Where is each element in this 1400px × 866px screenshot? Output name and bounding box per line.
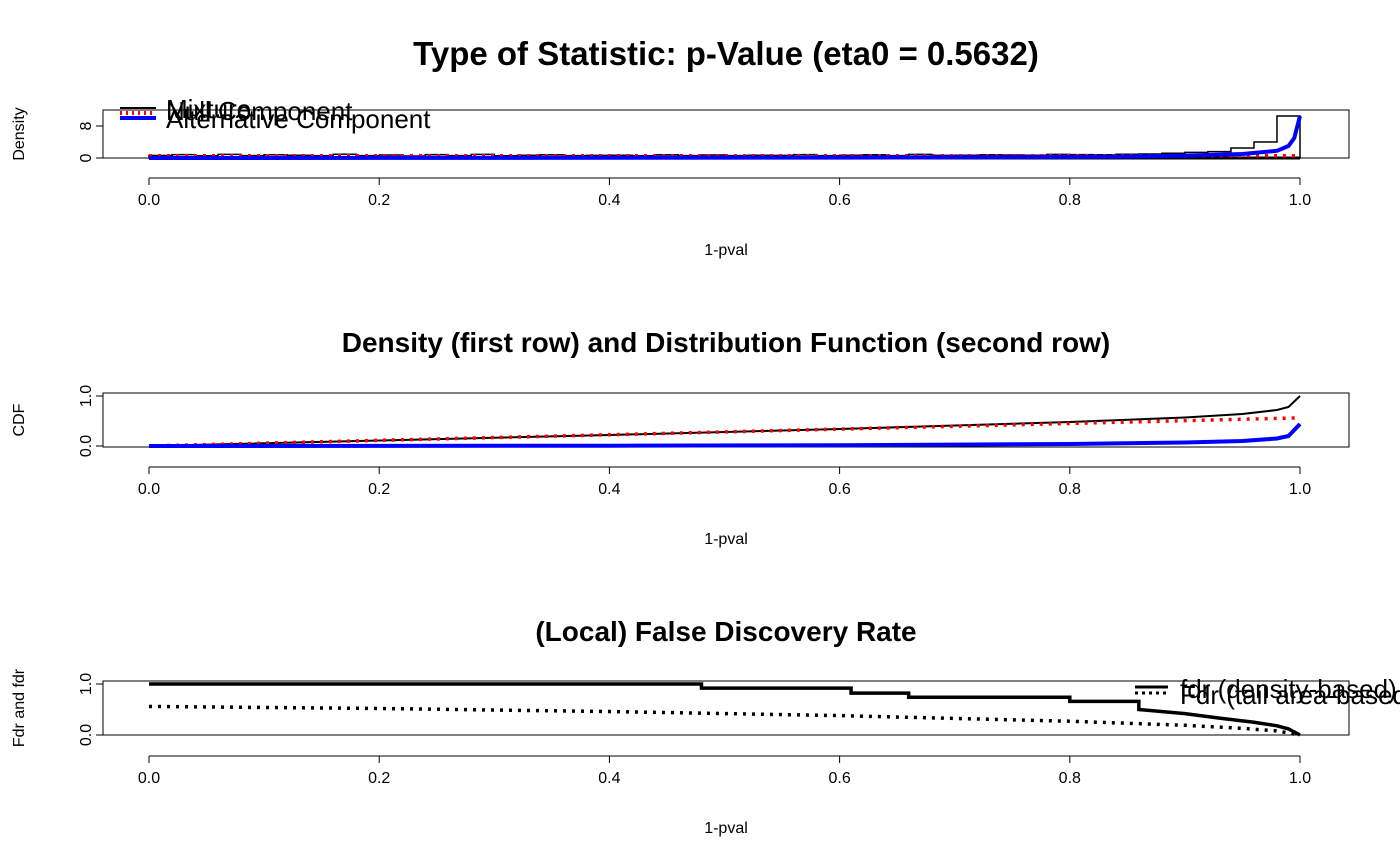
x-tick-label: 1.0 — [1289, 192, 1311, 209]
legend-label-alternative-component: Alternative Component — [166, 104, 431, 134]
x-tick-label: 0.4 — [598, 192, 620, 209]
fdr-panel: (Local) False Discovery Rate 1-pval Fdr … — [11, 616, 1400, 837]
cdf-plot-marks: 0.0 0.2 0.4 0.6 0.8 1.0 0.0 1.0 — [78, 385, 1311, 498]
legend-label-mixture: Mixture — [166, 94, 251, 124]
x-tick-label: 0.2 — [368, 192, 390, 209]
x-tick-label: 0.6 — [828, 770, 850, 787]
legend-label-fdr-density: fdr (density-based) — [1180, 674, 1397, 704]
y-tick-label: 0.0 — [78, 435, 95, 457]
x-tick-label: 0.0 — [138, 770, 160, 787]
cdf-panel-title: Density (first row) and Distribution Fun… — [342, 327, 1110, 358]
fdr-legend: fdr (density-based) Fdr (tail area-based… — [1135, 674, 1400, 710]
legend-label-null-component: Null Component — [166, 96, 353, 126]
x-tick-label: 0.4 — [598, 770, 620, 787]
series-line-fdr-tail-area-based — [148, 704, 1301, 737]
y-tick-label: 1.0 — [78, 673, 95, 695]
x-tick-label: 0.0 — [138, 192, 160, 209]
y-tick-label: 8 — [78, 121, 95, 130]
y-tick-label: 0 — [78, 153, 95, 162]
density-legend: Mixture Null Component Alternative Compo… — [120, 94, 431, 134]
y-tick-label: 1.0 — [78, 385, 95, 407]
series-line-mixture — [148, 395, 1301, 447]
cdf-panel: Density (first row) and Distribution Fun… — [11, 327, 1350, 548]
x-tick-label: 0.2 — [368, 770, 390, 787]
x-tick-label: 0.6 — [828, 192, 850, 209]
x-tick-label: 0.6 — [828, 481, 850, 498]
density-y-axis-label: Density — [11, 107, 28, 160]
x-tick-label: 0.4 — [598, 481, 620, 498]
density-panel: Type of Statistic: p-Value (eta0 = 0.563… — [11, 35, 1350, 259]
fdr-plot-marks: 0.0 0.2 0.4 0.6 0.8 1.0 0.0 1.0 — [78, 673, 1311, 787]
x-tick-label: 0.8 — [1059, 770, 1081, 787]
fdr-panel-title: (Local) False Discovery Rate — [535, 616, 916, 647]
fdr-x-axis-label: 1-pval — [704, 820, 748, 837]
density-panel-title: Type of Statistic: p-Value (eta0 = 0.563… — [413, 35, 1039, 72]
density-plot-marks: 0.0 0.2 0.4 0.6 0.8 1.0 0 8 — [78, 115, 1311, 209]
fdr-plot-frame — [102, 680, 1350, 736]
histogram-bars — [148, 115, 1301, 159]
cdf-y-axis-label: CDF — [11, 403, 28, 436]
x-tick-label: 0.0 — [138, 481, 160, 498]
cdf-x-axis-label: 1-pval — [704, 531, 748, 548]
x-tick-label: 0.8 — [1059, 192, 1081, 209]
density-x-axis-label: 1-pval — [704, 242, 748, 259]
series-line-alternative-component — [148, 422, 1302, 448]
series-line-alternative-component — [148, 115, 1302, 160]
fdr-y-axis-label: Fdr and fdr — [11, 668, 28, 747]
y-tick-label: 0.0 — [78, 724, 95, 746]
x-tick-label: 1.0 — [1289, 770, 1311, 787]
x-tick-label: 1.0 — [1289, 481, 1311, 498]
cdf-plot-frame — [102, 392, 1350, 448]
legend-label-fdr-tail-area: Fdr (tail area-based) — [1180, 680, 1400, 710]
series-line-fdr-density-based — [149, 682, 1301, 737]
x-tick-label: 0.2 — [368, 481, 390, 498]
x-tick-label: 0.8 — [1059, 481, 1081, 498]
series-line-null-component — [148, 416, 1301, 448]
